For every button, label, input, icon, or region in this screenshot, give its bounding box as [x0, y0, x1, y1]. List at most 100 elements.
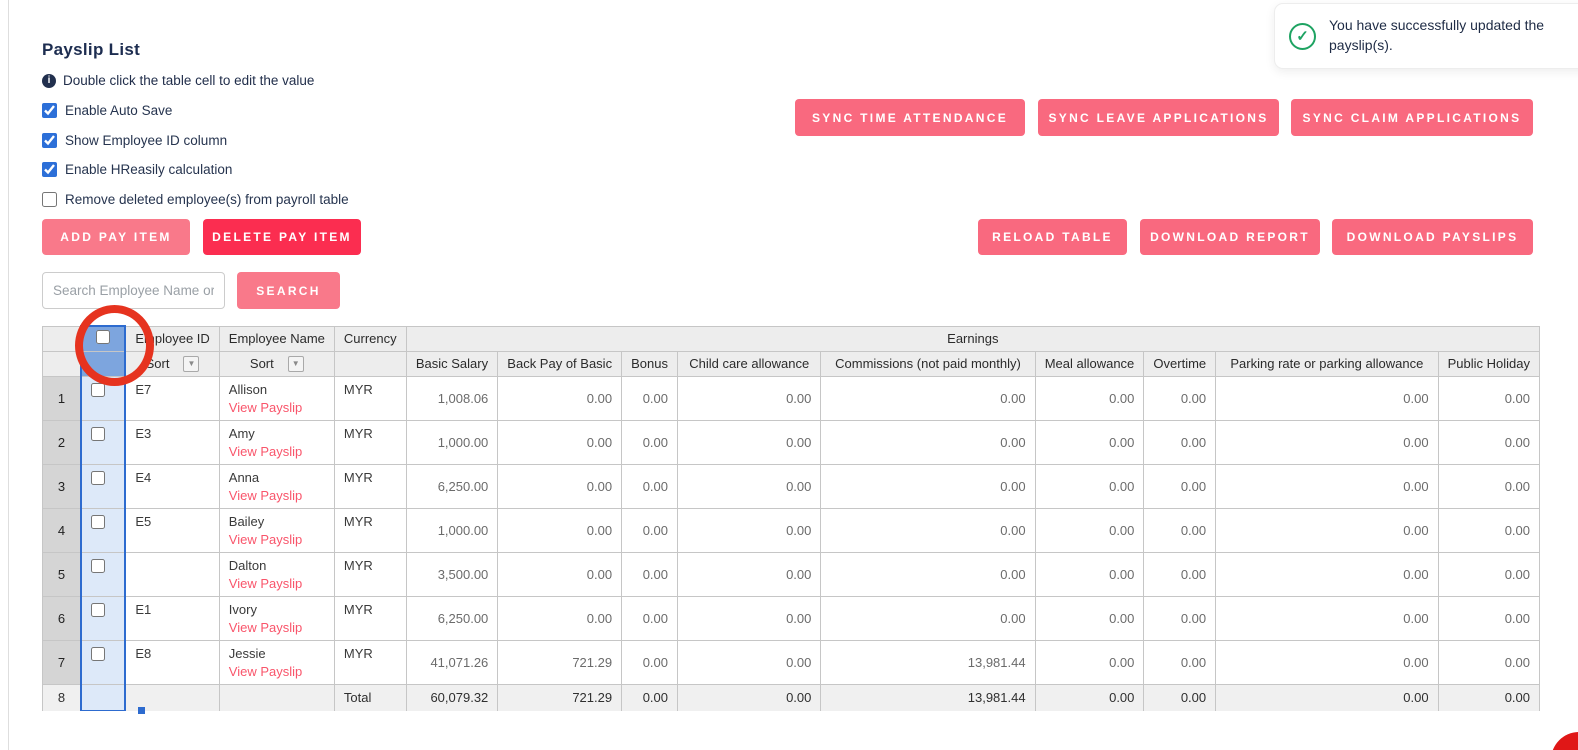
- earnings-value-cell[interactable]: 0.00: [1034, 375, 1145, 421]
- earnings-value-cell[interactable]: 0.00: [497, 551, 623, 597]
- view-payslip-link[interactable]: View Payslip: [228, 487, 303, 503]
- earnings-value-cell[interactable]: 0.00: [1437, 639, 1540, 685]
- employee-name-sort[interactable]: Sort: [249, 356, 274, 371]
- earnings-value-cell[interactable]: 0.00: [1034, 551, 1145, 597]
- earnings-value-cell[interactable]: 0.00: [621, 507, 679, 553]
- row-checkbox[interactable]: [90, 514, 105, 529]
- earnings-value-cell[interactable]: 0.00: [820, 419, 1036, 465]
- earnings-value-cell[interactable]: 0.00: [1143, 639, 1217, 685]
- earnings-value-cell[interactable]: 0.00: [820, 463, 1036, 509]
- earnings-value-cell[interactable]: 0.00: [1437, 375, 1540, 421]
- earnings-value-cell[interactable]: 0.00: [1437, 595, 1540, 641]
- earnings-value-cell[interactable]: 0.00: [1034, 507, 1145, 553]
- option-checkbox[interactable]: [42, 191, 57, 207]
- earnings-value-cell[interactable]: 0.00: [677, 463, 822, 509]
- earnings-value-cell[interactable]: 0.00: [1143, 375, 1217, 421]
- earnings-value-cell[interactable]: 0.00: [1215, 507, 1439, 553]
- earnings-value-cell[interactable]: 0.00: [1437, 551, 1540, 597]
- add-pay-item-button[interactable]: ADD PAY ITEM: [42, 219, 190, 255]
- earnings-value-cell[interactable]: 0.00: [677, 639, 822, 685]
- earnings-value-cell[interactable]: 0.00: [1034, 595, 1145, 641]
- earnings-value-cell[interactable]: 721.29: [497, 639, 623, 685]
- option-checkbox[interactable]: [42, 132, 57, 148]
- sync-time-attendance-button[interactable]: SYNC TIME ATTENDANCE: [795, 99, 1025, 136]
- download-report-button[interactable]: DOWNLOAD REPORT: [1140, 219, 1320, 255]
- earnings-value-cell[interactable]: 1,000.00: [405, 419, 499, 465]
- view-payslip-link[interactable]: View Payslip: [228, 443, 303, 459]
- earnings-value-cell[interactable]: 0.00: [1034, 463, 1145, 509]
- earnings-value-cell[interactable]: 0.00: [1143, 551, 1217, 597]
- employee-id-cell[interactable]: E3: [124, 419, 220, 465]
- earnings-value-cell[interactable]: 0.00: [1143, 419, 1217, 465]
- download-payslips-button[interactable]: DOWNLOAD PAYSLIPS: [1332, 219, 1533, 255]
- earnings-value-cell[interactable]: 0.00: [1143, 595, 1217, 641]
- row-checkbox[interactable]: [90, 426, 105, 441]
- selection-fill-handle[interactable]: [138, 707, 145, 714]
- filter-dropdown-icon[interactable]: ▼: [287, 355, 304, 372]
- earnings-value-cell[interactable]: 0.00: [677, 595, 822, 641]
- earnings-value-cell[interactable]: 0.00: [1143, 463, 1217, 509]
- earnings-value-cell[interactable]: 0.00: [1215, 375, 1439, 421]
- earnings-value-cell[interactable]: 0.00: [1034, 419, 1145, 465]
- earnings-value-cell[interactable]: 0.00: [1215, 463, 1439, 509]
- payslip-table-container[interactable]: Employee ID Employee Name Currency Earni…: [42, 325, 1540, 711]
- employee-id-cell[interactable]: E8: [124, 639, 220, 685]
- search-input[interactable]: [42, 272, 225, 309]
- earnings-value-cell[interactable]: 0.00: [820, 375, 1036, 421]
- employee-id-cell[interactable]: [124, 551, 220, 597]
- earnings-value-cell[interactable]: 0.00: [497, 419, 623, 465]
- earnings-value-cell[interactable]: 0.00: [621, 419, 679, 465]
- employee-id-sort[interactable]: Sort: [145, 356, 170, 371]
- delete-pay-item-button[interactable]: DELETE PAY ITEM: [203, 219, 361, 255]
- earnings-value-cell[interactable]: 0.00: [621, 639, 679, 685]
- employee-id-cell[interactable]: E1: [124, 595, 220, 641]
- earnings-value-cell[interactable]: 1,000.00: [405, 507, 499, 553]
- earnings-value-cell[interactable]: 6,250.00: [405, 463, 499, 509]
- earnings-value-cell[interactable]: 0.00: [1215, 419, 1439, 465]
- row-checkbox[interactable]: [90, 382, 105, 397]
- view-payslip-link[interactable]: View Payslip: [228, 663, 303, 679]
- sync-leave-applications-button[interactable]: SYNC LEAVE APPLICATIONS: [1038, 99, 1279, 136]
- earnings-value-cell[interactable]: 0.00: [497, 375, 623, 421]
- row-checkbox[interactable]: [90, 646, 105, 661]
- earnings-value-cell[interactable]: 0.00: [677, 419, 822, 465]
- view-payslip-link[interactable]: View Payslip: [228, 619, 303, 635]
- chat-fab-button[interactable]: [1551, 732, 1578, 750]
- earnings-value-cell[interactable]: 0.00: [1437, 419, 1540, 465]
- earnings-value-cell[interactable]: 0.00: [820, 551, 1036, 597]
- earnings-value-cell[interactable]: 0.00: [677, 375, 822, 421]
- earnings-value-cell[interactable]: 0.00: [1437, 463, 1540, 509]
- row-checkbox[interactable]: [90, 602, 105, 617]
- earnings-value-cell[interactable]: 0.00: [820, 595, 1036, 641]
- option-checkbox[interactable]: [42, 103, 57, 119]
- search-button[interactable]: SEARCH: [237, 272, 340, 309]
- earnings-value-cell[interactable]: 0.00: [677, 551, 822, 597]
- select-all-checkbox[interactable]: [96, 330, 111, 345]
- view-payslip-link[interactable]: View Payslip: [228, 399, 303, 415]
- earnings-value-cell[interactable]: 0.00: [621, 463, 679, 509]
- reload-table-button[interactable]: RELOAD TABLE: [978, 219, 1127, 255]
- earnings-value-cell[interactable]: 0.00: [1437, 507, 1540, 553]
- earnings-value-cell[interactable]: 0.00: [497, 463, 623, 509]
- earnings-value-cell[interactable]: 0.00: [621, 551, 679, 597]
- earnings-value-cell[interactable]: 3,500.00: [405, 551, 499, 597]
- employee-id-cell[interactable]: E4: [124, 463, 220, 509]
- earnings-value-cell[interactable]: 0.00: [1034, 639, 1145, 685]
- earnings-value-cell[interactable]: 13,981.44: [820, 639, 1036, 685]
- row-checkbox[interactable]: [90, 558, 105, 573]
- earnings-value-cell[interactable]: 41,071.26: [405, 639, 499, 685]
- earnings-value-cell[interactable]: 0.00: [497, 595, 623, 641]
- earnings-value-cell[interactable]: 6,250.00: [405, 595, 499, 641]
- sync-claim-applications-button[interactable]: SYNC CLAIM APPLICATIONS: [1291, 99, 1533, 136]
- earnings-value-cell[interactable]: 0.00: [1143, 507, 1217, 553]
- option-checkbox[interactable]: [42, 162, 57, 178]
- earnings-value-cell[interactable]: 0.00: [621, 595, 679, 641]
- earnings-value-cell[interactable]: 0.00: [1215, 639, 1439, 685]
- row-checkbox[interactable]: [90, 470, 105, 485]
- filter-dropdown-icon[interactable]: ▼: [183, 355, 200, 372]
- earnings-value-cell[interactable]: 0.00: [621, 375, 679, 421]
- employee-id-cell[interactable]: E5: [124, 507, 220, 553]
- earnings-value-cell[interactable]: 0.00: [497, 507, 623, 553]
- earnings-value-cell[interactable]: 0.00: [1215, 551, 1439, 597]
- earnings-value-cell[interactable]: 0.00: [1215, 595, 1439, 641]
